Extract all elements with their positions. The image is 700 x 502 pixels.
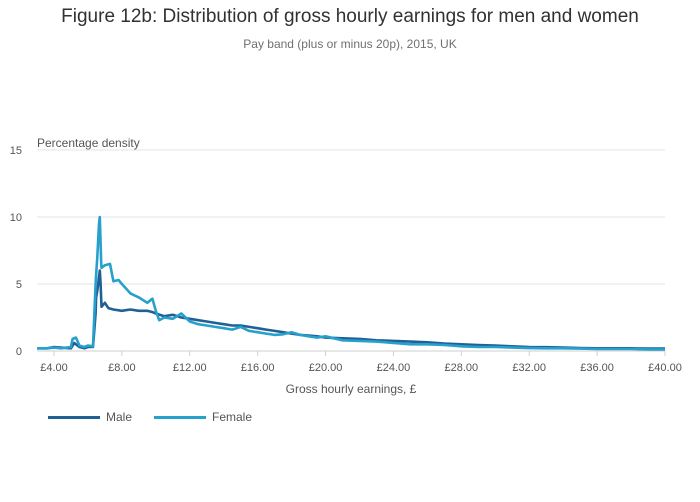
legend-label-female: Female: [212, 410, 253, 424]
legend-swatch-female: [154, 415, 206, 419]
x-tick-label: £4.00: [40, 362, 68, 374]
legend-item-male[interactable]: Male: [48, 409, 132, 425]
x-tick-label: £28.00: [444, 362, 478, 374]
series-line-female[interactable]: [37, 215, 665, 351]
series-lines: [37, 215, 665, 351]
chart-title: Figure 12b: Distribution of gross hourly…: [61, 6, 639, 27]
x-tick-label: £8.00: [108, 362, 136, 374]
x-tick-label: £36.00: [580, 362, 614, 374]
legend-label-male: Male: [106, 410, 133, 424]
x-tick-label: £40.00: [648, 362, 682, 374]
y-axis-label: Percentage density: [37, 136, 140, 150]
y-tick-label: 0: [16, 346, 22, 358]
y-tick-label: 5: [16, 279, 22, 291]
chart-subtitle: Pay band (plus or minus 20p), 2015, UK: [243, 37, 457, 51]
x-tick-label: £32.00: [512, 362, 546, 374]
y-tick-label: 15: [10, 145, 22, 157]
y-axis-ticks: 0 5 10 15: [10, 145, 22, 358]
x-tick-label: £20.00: [309, 362, 343, 374]
x-axis-label: Gross hourly earnings, £: [286, 382, 417, 396]
x-tick-label: £16.00: [241, 362, 275, 374]
y-tick-label: 10: [10, 212, 22, 224]
legend-swatch-male: [48, 415, 100, 419]
gridlines: [37, 149, 665, 352]
x-tick-label: £12.00: [173, 362, 207, 374]
legend-item-female[interactable]: Female: [154, 409, 252, 425]
x-tick-label: £24.00: [377, 362, 411, 374]
series-line-male[interactable]: [37, 269, 665, 350]
x-axis-ticks: £4.00 £8.00 £12.00 £16.00 £20.00 £24.00 £28.00…: [40, 351, 682, 374]
